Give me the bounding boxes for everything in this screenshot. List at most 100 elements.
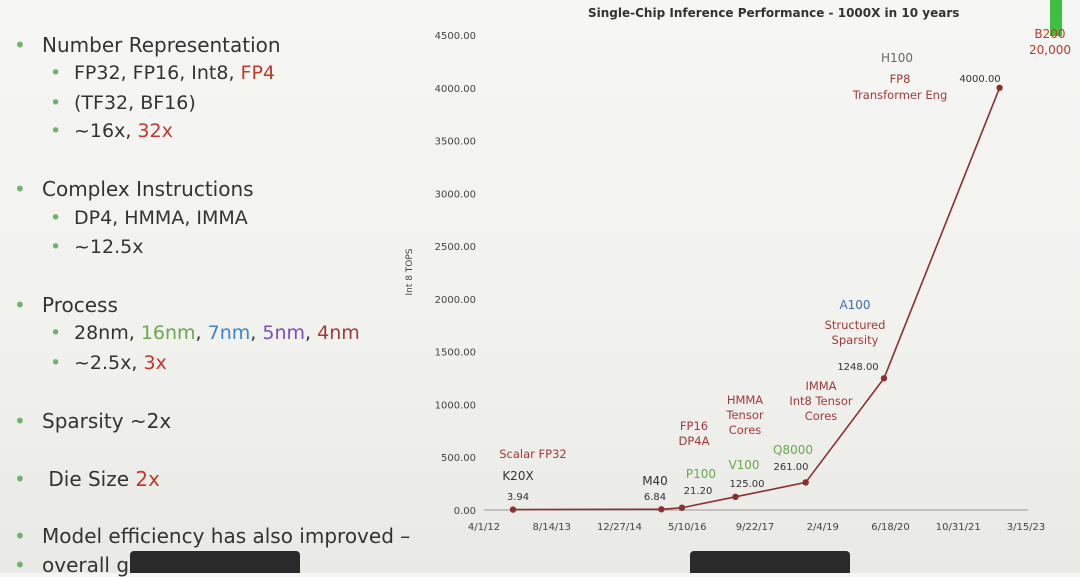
bullet-item: • Process — [14, 293, 118, 317]
bullet-item: • Number Representation — [14, 33, 281, 57]
data-label: 1248.00 — [837, 362, 878, 373]
data-label: 21.20 — [684, 486, 713, 497]
sub-bullet-text: 16nm — [140, 322, 196, 344]
y-tick-label: 3500.00 — [435, 137, 476, 148]
feature-annotation: Sparsity — [832, 333, 879, 347]
audience-chair — [130, 551, 300, 573]
feature-annotation: Cores — [729, 423, 762, 437]
audience-chair — [690, 551, 850, 573]
sub-bullet-text: ~12.5x — [74, 236, 144, 258]
sub-bullet-text: 32x — [137, 120, 173, 142]
bullet-dot: • — [50, 120, 62, 142]
x-tick-label: 6/18/20 — [871, 522, 910, 533]
y-tick-label: 4500.00 — [435, 31, 476, 42]
feature-annotation: FP8 — [890, 72, 911, 86]
chip-label: K20X — [502, 469, 533, 483]
sub-bullet-item: • ~12.5x — [50, 236, 143, 258]
sub-bullet-item: • 28nm, 16nm, 7nm, 5nm, 4nm — [50, 322, 360, 344]
sub-bullet-text: FP4 — [240, 62, 276, 84]
x-tick-label: 8/14/13 — [532, 522, 571, 533]
sub-bullet-text: ~16x, — [74, 120, 138, 142]
y-tick-label: 3000.00 — [435, 189, 476, 200]
data-point — [880, 375, 888, 382]
feature-annotation: FP16 — [680, 419, 708, 433]
chip-label: M40 — [642, 474, 668, 488]
bullet-text: Process — [42, 293, 118, 317]
chip-label: A100 — [839, 298, 870, 312]
x-tick-label: 2/4/19 — [807, 522, 839, 533]
bullet-dot: • — [50, 236, 62, 258]
sub-bullet-text: , — [195, 322, 208, 344]
bullet-list: • Number Representation • FP32, FP16, Int8,… — [0, 0, 430, 577]
bullet-dot: • — [14, 177, 26, 201]
data-point — [678, 504, 686, 511]
bullet-dot: • — [50, 207, 62, 229]
y-axis-label: Int 8 TOPS — [405, 248, 415, 295]
bullet-dot: • — [50, 322, 62, 344]
y-tick-label: 0.00 — [454, 506, 476, 517]
feature-annotation: Cores — [805, 409, 838, 423]
bullet-text: Number Representation — [42, 33, 281, 57]
bullet-dot: • — [14, 524, 26, 548]
sub-bullet-text: FP32, FP16, Int8, — [74, 62, 241, 84]
chip-label: P100 — [686, 467, 716, 481]
data-label: 6.84 — [644, 492, 666, 503]
x-tick-label: 3/15/23 — [1007, 522, 1046, 533]
bullet-highlight: 2x — [135, 467, 160, 491]
bullet-item: • Model efficiency has also improved – — [14, 524, 410, 548]
data-point — [658, 506, 665, 513]
feature-annotation: Scalar FP32 — [499, 447, 566, 461]
sub-bullet-item: • ~16x, 32x — [50, 120, 173, 142]
chip-label: V100 — [728, 458, 759, 472]
bullet-dot: • — [50, 62, 62, 84]
x-tick-label: 5/10/16 — [668, 522, 707, 533]
y-tick-label: 2500.00 — [435, 242, 476, 253]
x-tick-label: 12/27/14 — [597, 522, 642, 533]
y-tick-label: 1500.00 — [435, 348, 476, 359]
sub-bullet-text: 4nm — [317, 322, 360, 344]
bullet-text: Sparsity ~2x — [42, 409, 172, 433]
x-tick-label: 9/22/17 — [736, 522, 775, 533]
data-label: 261.00 — [774, 462, 809, 473]
bullet-dot: • — [14, 409, 26, 433]
bullet-dot: • — [50, 352, 62, 374]
bullet-dot: • — [14, 33, 26, 57]
sub-bullet-text: 28nm, — [74, 322, 141, 344]
data-point — [996, 84, 1003, 91]
sub-bullet-text: 3x — [143, 352, 167, 374]
feature-annotation: Tensor — [725, 408, 763, 422]
y-tick-label: 500.00 — [441, 453, 476, 464]
b200-label: B200 — [1034, 27, 1065, 41]
data-point — [802, 479, 809, 486]
sub-bullet-text: (TF32, BF16) — [74, 92, 196, 114]
data-point — [509, 506, 517, 513]
feature-annotation: Int8 Tensor — [789, 394, 853, 408]
sub-bullet-text: , — [305, 322, 318, 344]
b200-label: 20,000 — [1029, 43, 1071, 57]
bullet-text: Die Size — [42, 467, 136, 491]
sub-bullet-item: • ~2.5x, 3x — [50, 352, 167, 374]
bullet-dot: • — [50, 92, 62, 114]
chip-label: H100 — [881, 51, 913, 65]
data-label: 125.00 — [730, 479, 765, 490]
bullet-dot: • — [14, 553, 26, 577]
bullet-item: • Complex Instructions — [14, 177, 254, 201]
slide-indicator-bar — [1050, 0, 1062, 36]
chart-title: Single-Chip Inference Performance - 1000… — [588, 6, 960, 20]
y-tick-label: 4000.00 — [435, 84, 476, 95]
y-tick-label: 1000.00 — [435, 400, 476, 411]
bullet-text: Complex Instructions — [42, 177, 254, 201]
sub-bullet-text: DP4, HMMA, IMMA — [74, 207, 248, 229]
data-label: 4000.00 — [959, 74, 1000, 85]
data-point — [732, 493, 739, 501]
bullet-dot: • — [14, 293, 26, 317]
chip-label: Q8000 — [773, 443, 813, 457]
sub-bullet-text: 5nm — [262, 322, 306, 344]
sub-bullet-text: 7nm — [207, 322, 251, 344]
series-line — [512, 87, 1001, 511]
bullet-item: • Sparsity ~2x — [14, 409, 171, 433]
x-tick-label: 4/1/12 — [468, 522, 500, 533]
feature-annotation: IMMA — [805, 379, 836, 393]
x-tick-label: 10/31/21 — [936, 522, 981, 533]
